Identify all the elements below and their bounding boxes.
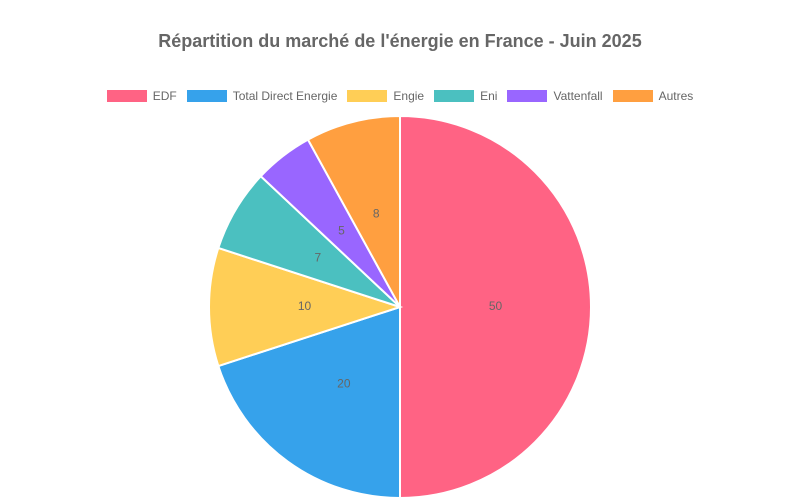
- legend-label: Eni: [480, 89, 498, 103]
- legend-swatch: [612, 90, 653, 102]
- slice-value-label: 50: [489, 299, 503, 313]
- legend-label: Autres: [658, 89, 694, 103]
- legend-swatch: [434, 90, 475, 102]
- legend-label: Vattenfall: [553, 89, 603, 103]
- pie-slice-total-direct-energie[interactable]: [217, 305, 401, 500]
- legend-item[interactable]: Eni: [434, 89, 497, 103]
- slice-value-label: 8: [373, 207, 380, 221]
- legend-swatch: [186, 90, 227, 102]
- chart-title: Répartition du marché de l'énergie en Fr…: [158, 31, 642, 51]
- legend-swatch: [347, 90, 388, 102]
- slice-value-label: 7: [314, 251, 321, 265]
- legend-item[interactable]: EDF: [106, 89, 177, 103]
- pie-slice-engie[interactable]: [208, 246, 404, 368]
- slice-value-label: 20: [337, 376, 351, 390]
- legend-label: EDF: [152, 89, 177, 103]
- pie-slice-edf[interactable]: [399, 114, 592, 500]
- legend-item[interactable]: Engie: [347, 89, 424, 103]
- legend-swatch: [106, 90, 147, 102]
- legend-swatch: [507, 90, 548, 102]
- slice-value-label: 10: [298, 299, 312, 313]
- legend-item[interactable]: Autres: [612, 89, 694, 103]
- legend-label: Total Direct Energie: [232, 89, 338, 103]
- legend-item[interactable]: Vattenfall: [507, 89, 603, 103]
- slice-value-label: 5: [338, 224, 345, 238]
- pie-slice-autres[interactable]: [306, 114, 401, 308]
- legend-item[interactable]: Total Direct Energie: [186, 89, 338, 103]
- legend-label: Engie: [393, 89, 425, 103]
- chart-legend: EDF Total Direct Energie Engie Eni Vattenfal…: [0, 89, 800, 103]
